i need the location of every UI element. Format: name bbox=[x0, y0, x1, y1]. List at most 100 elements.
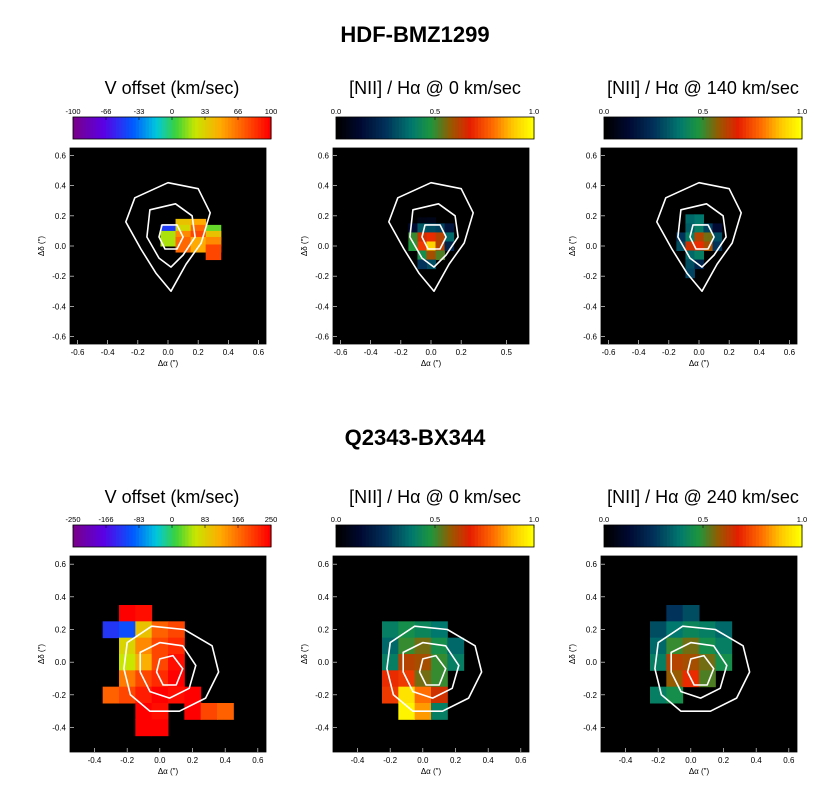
colorbar-segment bbox=[788, 117, 793, 139]
colorbar-segment bbox=[139, 525, 143, 547]
y-tick-label: -0.2 bbox=[583, 272, 597, 281]
colorbar-segment bbox=[604, 525, 608, 547]
heatmap-cell bbox=[426, 232, 437, 242]
y-tick-label: 0.4 bbox=[318, 182, 330, 191]
colorbar-segment bbox=[82, 525, 87, 547]
colorbar-segment bbox=[435, 525, 439, 547]
heatmap-cell bbox=[694, 241, 705, 252]
colorbar-segment bbox=[607, 117, 612, 139]
colorbar-segment bbox=[125, 117, 130, 139]
colorbar-segment bbox=[122, 525, 127, 547]
panel-r1-ratio-140: [NII] / Hα @ 140 km/sec bbox=[607, 78, 799, 98]
heatmap-cell bbox=[135, 686, 153, 704]
colorbar-segment bbox=[382, 525, 387, 547]
colorbar-segment bbox=[181, 117, 186, 139]
x-tick-label: -0.4 bbox=[619, 756, 633, 765]
colorbar-segment bbox=[162, 117, 166, 139]
heatmap-cell bbox=[676, 241, 686, 252]
colorbar-segment bbox=[620, 525, 625, 547]
colorbar-segment bbox=[402, 525, 406, 547]
colorbar-segment bbox=[729, 117, 734, 139]
colorbar-segment bbox=[398, 117, 403, 139]
colorbar-segment bbox=[755, 525, 760, 547]
colorbar-segment bbox=[484, 117, 489, 139]
heatmap-cell bbox=[398, 686, 416, 704]
colorbar-segment bbox=[421, 117, 426, 139]
chart-panel-5: 0.0 0.5 1.0 -0.4 -0.2 0.0 0.2 0.4 0.6 0.6 0.4 0.2 0.… bbox=[300, 515, 539, 776]
colorbar: 0.0 0.5 1.0 bbox=[599, 107, 807, 140]
colorbar-segment bbox=[448, 525, 453, 547]
colorbar-segment bbox=[693, 117, 697, 139]
colorbar-segment bbox=[109, 525, 114, 547]
y-tick-label: 0.4 bbox=[318, 593, 330, 602]
colorbar-tick-label: 0.5 bbox=[430, 107, 440, 116]
colorbar-segment bbox=[254, 117, 259, 139]
colorbar-segment bbox=[716, 525, 721, 547]
colorbar-segment bbox=[673, 525, 678, 547]
x-axis-label: Δα (") bbox=[158, 359, 179, 368]
colorbar-tick-label: 83 bbox=[201, 515, 209, 524]
colorbar-segment bbox=[418, 117, 423, 139]
heatmap-cell bbox=[382, 654, 399, 671]
colorbar-segment bbox=[198, 117, 203, 139]
x-axis-label: Δα (") bbox=[421, 767, 442, 776]
colorbar-segment bbox=[218, 117, 223, 139]
heatmap-cell bbox=[685, 250, 695, 261]
y-tick-label: -0.4 bbox=[583, 302, 597, 311]
heatmap-cell bbox=[650, 654, 667, 671]
colorbar-segment bbox=[477, 525, 482, 547]
colorbar-segment bbox=[676, 117, 681, 139]
colorbar-segment bbox=[795, 525, 800, 547]
colorbar-segment bbox=[244, 525, 249, 547]
y-tick-label: 0.2 bbox=[586, 626, 598, 635]
colorbar-segment bbox=[745, 117, 750, 139]
heatmap-cell bbox=[417, 259, 427, 270]
x-tick-label: 0.4 bbox=[751, 756, 763, 765]
colorbar-segment bbox=[683, 525, 688, 547]
heatmap-cell bbox=[435, 232, 446, 242]
colorbar-segment bbox=[415, 525, 420, 547]
contour-line-2 bbox=[677, 203, 727, 268]
panel-title: V offset (km/sec) bbox=[105, 487, 240, 507]
colorbar-segment bbox=[484, 525, 489, 547]
colorbar-segment bbox=[234, 117, 239, 139]
colorbar-segment bbox=[524, 117, 528, 139]
colorbar-segment bbox=[372, 525, 377, 547]
colorbar-segment bbox=[188, 525, 193, 547]
chart-panel-2: 0.0 0.5 1.0 -0.6 -0.4 -0.2 0.0 0.2 0.5 0.6 0.4 0.2 0… bbox=[300, 107, 539, 368]
y-tick-label: -0.6 bbox=[583, 332, 597, 341]
heatmap-cell bbox=[666, 637, 684, 655]
x-tick-label: 0.6 bbox=[784, 348, 796, 357]
colorbar-segment bbox=[663, 117, 668, 139]
colorbar-segment bbox=[385, 525, 390, 547]
contour-line-1 bbox=[125, 181, 211, 292]
colorbar-segment bbox=[520, 525, 525, 547]
colorbar-segment bbox=[122, 117, 127, 139]
heatmap-cell bbox=[715, 621, 733, 639]
colorbar-tick-label: 0.0 bbox=[599, 107, 609, 116]
colorbar-segment bbox=[191, 525, 196, 547]
y-axis-label: Δδ (") bbox=[568, 644, 577, 665]
colorbar-segment bbox=[129, 117, 133, 139]
colorbar-tick-label: 1.0 bbox=[529, 515, 539, 524]
colorbar-segment bbox=[175, 117, 180, 139]
colorbar-segment bbox=[646, 117, 651, 139]
colorbar-segment bbox=[627, 525, 631, 547]
heatmap-cell bbox=[435, 241, 446, 252]
heatmap-cell bbox=[151, 621, 169, 639]
colorbar-segment bbox=[342, 525, 347, 547]
colorbar-segment bbox=[778, 525, 783, 547]
heatmap-cell bbox=[712, 223, 723, 233]
colorbar-segment bbox=[696, 525, 701, 547]
colorbar-segment bbox=[742, 525, 747, 547]
colorbar-segment bbox=[388, 117, 393, 139]
colorbar-segment bbox=[633, 525, 638, 547]
colorbar-segment bbox=[208, 117, 213, 139]
colorbar-tick-label: 0.5 bbox=[698, 107, 708, 116]
colorbar-segment bbox=[491, 525, 495, 547]
colorbar-segment bbox=[402, 117, 406, 139]
heatmap-cell bbox=[703, 232, 714, 242]
heatmap-cell bbox=[135, 605, 153, 622]
colorbar-segment bbox=[135, 525, 140, 547]
colorbar-segment bbox=[195, 525, 199, 547]
